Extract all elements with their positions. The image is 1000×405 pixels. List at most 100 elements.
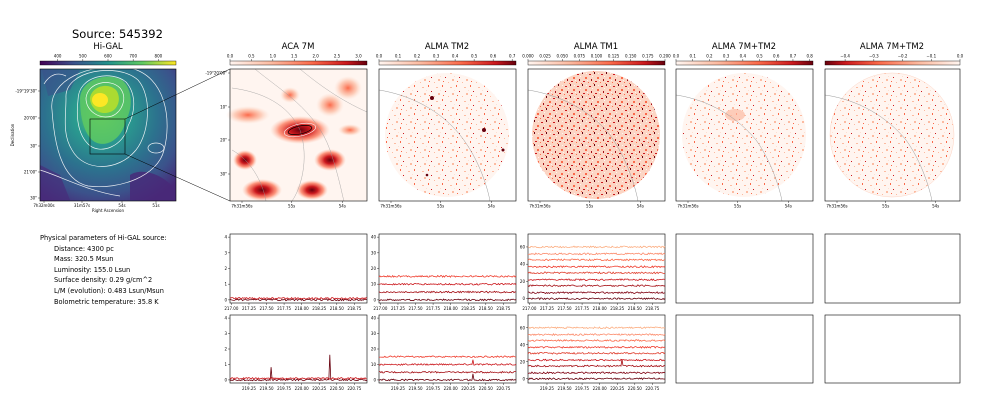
higal-ytick-label: 30" [30, 144, 37, 149]
tm2-title: ALMA TM2 [425, 42, 469, 52]
spectrum-xtick-label: 219.75 [426, 386, 440, 391]
spectrum-upper-3 [675, 233, 814, 304]
spectrum-xtick-label: 218.50 [628, 306, 642, 311]
higal-ylabel: Declination [10, 123, 15, 146]
higal-xlabel: Right Ascension [92, 208, 124, 213]
higal-title: Hi-GAL [93, 42, 123, 52]
spectrum-xtick-label: 217.25 [242, 306, 256, 311]
spectrum-xtick-label: 220.75 [645, 386, 659, 391]
param-mass: Mass: 320.5 Msun [54, 255, 114, 264]
spectrum-xtick-label: 218.00 [593, 306, 607, 311]
aca7m-title: ACA 7M [282, 42, 315, 52]
higal-bright-region [40, 70, 174, 200]
physical-parameters: Physical parameters of Hi-GAL source: Di… [40, 233, 167, 307]
colorbar-tick-label: 0.2 [706, 54, 713, 59]
combo-title: ALMA 7M+TM2 [712, 42, 776, 52]
spectrum-series-line [527, 351, 666, 355]
colorbar-tick-label: 0.200 [659, 54, 671, 59]
zoom-connector-bottom [124, 153, 231, 202]
aca7m-yticks: -19°20'00" 10" 20" 30" [205, 71, 230, 177]
spectrum-series-line [527, 278, 666, 282]
tm1-title: ALMA TM1 [574, 42, 618, 52]
spectrum-xtick-label: 217.75 [575, 306, 589, 311]
spectrum-xtick-label: 219.25 [242, 386, 256, 391]
colorbar-tick-label: 0.1 [690, 54, 697, 59]
colorbar-tick-label: 0.025 [539, 54, 551, 59]
map-xtick-label: 54s [637, 204, 644, 209]
higal-contours [39, 66, 168, 197]
spectrum-xtick-label: 217.75 [426, 306, 440, 311]
combo-colorbar-ticks: 0.0 0.1 0.2 0.3 0.4 0.5 0.6 0.7 0.8 [673, 54, 813, 61]
spectrum-xtick-label: 218.25 [461, 306, 475, 311]
spectrum-xtick-label: 218.75 [645, 306, 659, 311]
spectrum-xtick-label: 217.50 [260, 306, 274, 311]
param-surface-density: Surface density: 0.29 g/cm^2 [54, 276, 153, 285]
spectrum-ytick-label: 3 [224, 331, 227, 336]
spectrum-series-line [527, 252, 666, 256]
colorbar-tick-label: 0.050 [557, 54, 569, 59]
spectrum-xtick-label: 219.25 [391, 386, 405, 391]
spectrum-ytick-label: 2 [224, 266, 227, 271]
combo2-title: ALMA 7M+TM2 [860, 42, 924, 52]
colorbar-tick-label: 0.4 [740, 54, 747, 59]
combo2-colorbar [824, 60, 961, 66]
spectrum-ytick-label: 10 [371, 282, 377, 287]
spectrum-ytick-label: 20 [371, 266, 377, 271]
param-distance: Distance: 4300 pc [54, 244, 114, 253]
colorbar-tick-label: −0.1 [926, 54, 936, 59]
spectrum-xtick-label: 220.25 [461, 386, 475, 391]
colorbar-tick-label: 0.100 [591, 54, 603, 59]
colorbar-tick-label: 0.5 [756, 54, 763, 59]
map-xtick-label: 55s [288, 204, 295, 209]
combo-field [682, 73, 806, 197]
spectrum-xtick-label: 217.00 [224, 306, 238, 311]
map-xtick-label: 54s [339, 204, 346, 209]
combo-panel: ALMA 7M+TM2 0.0 0.1 0.2 0.3 0.4 0.5 0.6 0.7 0.8 … [673, 42, 814, 209]
map-xtick-label: 55s [586, 204, 593, 209]
spectrum-series-line [527, 245, 666, 249]
spectrum-frame [824, 233, 961, 304]
spectrum-ytick-label: 3 [224, 250, 227, 255]
colorbar-tick-label: 0.6 [490, 54, 497, 59]
spectrum-series-line [527, 265, 666, 269]
spectrum-ytick-label: 20 [371, 347, 377, 352]
tm1-colorbar [527, 60, 666, 66]
spectrum-ytick-label: 1 [224, 362, 227, 367]
spectrum-xtick-label: 217.50 [558, 306, 572, 311]
colorbar-tick-label: −0.3 [869, 54, 879, 59]
map-xtick-label: 7h31m56s [677, 204, 698, 209]
tm1-frame [527, 68, 666, 202]
spectrum-series-line [378, 355, 517, 359]
spectrum-xtick-label: 217.75 [277, 306, 291, 311]
spectrum-xtick-label: 220.50 [479, 386, 493, 391]
spectrum-ytick-label: 20 [520, 279, 526, 284]
combo2-field [830, 73, 954, 197]
aca7m-colorbar [229, 60, 368, 66]
aca7m-ytick-label: 30" [220, 172, 227, 177]
colorbar-tick-label: 0.4 [452, 54, 459, 59]
param-lm: L/M (evolution): 0.483 Lsun/Msun [54, 286, 164, 295]
spectrum-ytick-label: 0 [224, 377, 227, 382]
tm1-panel: ALMA TM1 0.000 0.025 0.050 0.075 0.100 0.125 0… [522, 42, 671, 209]
colorbar-tick-label: 0.075 [574, 54, 586, 59]
spectrum-series-line [378, 290, 517, 294]
map-xtick-label: 7h31m56s [826, 204, 847, 209]
spectrum-xtick-label: 220.75 [496, 386, 510, 391]
combo-frame [675, 68, 814, 202]
spectrum-series-line [527, 297, 666, 301]
colorbar-tick-label: 0.000 [522, 54, 534, 59]
spectrum-ytick-label: 4 [224, 316, 227, 321]
colorbar-tick-label: 0.0 [376, 54, 383, 59]
higal-colorbar [39, 60, 177, 66]
spectrum-lower-1: 0 10 20 30 40 219.25 219.50 219.75 220.00 220.25 2… [371, 314, 517, 391]
spectrum-series-line [378, 359, 517, 366]
combo2-colorbar-ticks: −0.4 −0.3 −0.2 −0.1 0.0 [840, 54, 964, 61]
tm2-frame [378, 68, 517, 202]
spectrum-ytick-label: 0 [373, 297, 376, 302]
tm1-field [532, 71, 660, 199]
higal-ytick-label: 21'00" [24, 170, 37, 175]
map-xtick-label: 7h31m56s [529, 204, 550, 209]
